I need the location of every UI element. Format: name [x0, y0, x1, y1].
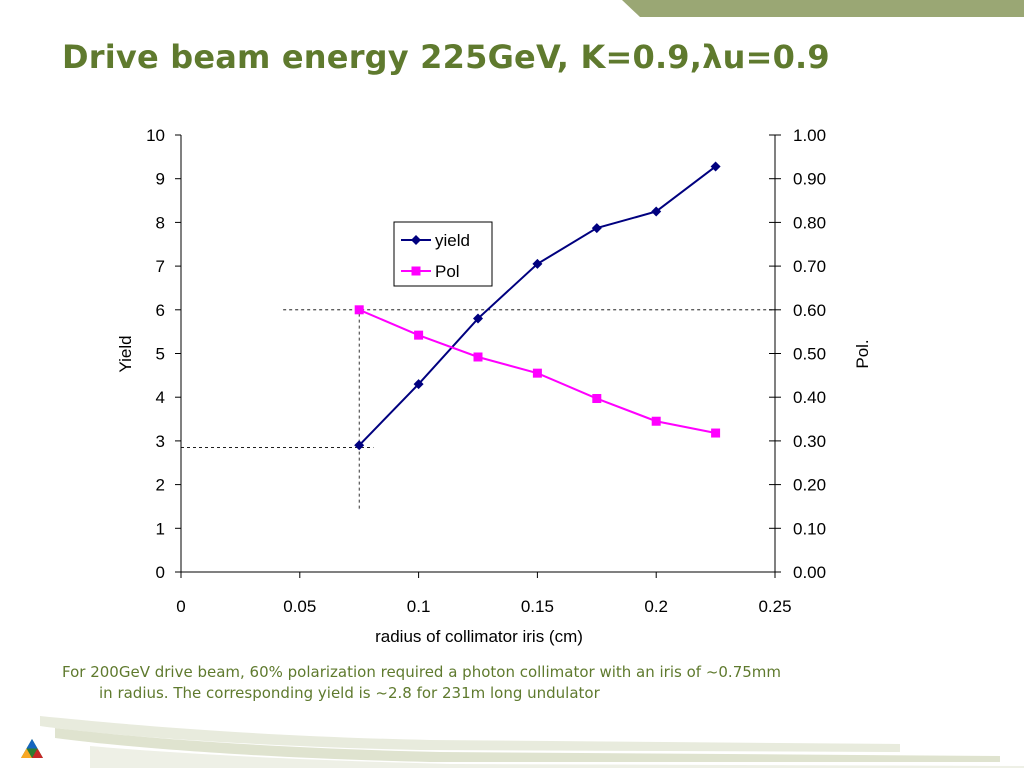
- y-axis-left: 0 1 2 3 4 5 6 7 8 9 10: [146, 126, 181, 582]
- y2-tick-label: 0.20: [793, 476, 826, 495]
- logo-icon: [21, 739, 43, 758]
- data-point-yield: [413, 379, 424, 390]
- y-tick-label: 6: [156, 301, 165, 320]
- data-point-pol: [473, 352, 483, 362]
- series-layer: [354, 161, 721, 451]
- x-tick-label: 0.25: [758, 597, 791, 616]
- y-tick-label: 0: [156, 563, 165, 582]
- data-point-pol: [414, 330, 424, 340]
- x-tick-label: 0.1: [407, 597, 431, 616]
- series-line-yield: [358, 165, 717, 446]
- legend-label: Pol: [435, 262, 460, 281]
- data-point-pol: [532, 368, 542, 378]
- y-tick-label: 3: [156, 432, 165, 451]
- x-tick-label: 0.15: [521, 597, 554, 616]
- data-point-yield: [591, 223, 602, 234]
- legend-box: [393, 221, 493, 287]
- y-tick-label: 5: [156, 345, 165, 364]
- y-tick-label: 2: [156, 476, 165, 495]
- legend-swatch-marker: [411, 266, 421, 276]
- y2-axis-label: Pol.: [853, 339, 872, 368]
- legend-swatch-marker: [411, 235, 421, 245]
- y2-tick-label: 1.00: [793, 126, 826, 145]
- data-point-pol: [592, 394, 602, 404]
- data-point-pol: [651, 416, 661, 426]
- y2-tick-label: 0.30: [793, 432, 826, 451]
- y-axis-right: 0.00 0.10 0.20 0.30 0.40 0.50 0.60 0.70 0.80 0.90…: [769, 126, 826, 582]
- x-axis: 0 0.05 0.1 0.15 0.2 0.25: [176, 572, 792, 616]
- y2-tick-label: 0.80: [793, 213, 826, 232]
- y2-tick-label: 0.50: [793, 345, 826, 364]
- top-accent-bar: [622, 0, 1024, 17]
- y2-tick-label: 0.90: [793, 170, 826, 189]
- data-point-yield: [532, 258, 543, 269]
- y2-tick-label: 0.10: [793, 519, 826, 538]
- y-tick-label: 7: [156, 257, 165, 276]
- caption-line-1: For 200GeV drive beam, 60% polarization …: [62, 663, 782, 681]
- caption: For 200GeV drive beam, 60% polarization …: [62, 662, 962, 704]
- bottom-decorative-stripes: [40, 716, 1024, 768]
- data-point-yield: [354, 440, 365, 451]
- data-point-pol: [354, 305, 364, 315]
- slide-title: Drive beam energy 225GeV, K=0.9,λu=0.9: [62, 38, 830, 76]
- x-axis-label: radius of collimator iris (cm): [375, 627, 583, 646]
- y-tick-label: 10: [146, 126, 165, 145]
- x-tick-label: 0.2: [644, 597, 668, 616]
- data-point-yield: [710, 161, 721, 172]
- legend-label: yield: [435, 231, 470, 250]
- y-tick-label: 1: [156, 519, 165, 538]
- y-tick-label: 9: [156, 170, 165, 189]
- y2-tick-label: 0.60: [793, 301, 826, 320]
- y-axis-label: Yield: [116, 335, 135, 372]
- y2-tick-label: 0.40: [793, 388, 826, 407]
- reference-lines: [181, 309, 775, 509]
- caption-line-2: in radius. The corresponding yield is ~2…: [99, 684, 600, 702]
- data-point-yield: [473, 313, 483, 324]
- y2-tick-label: 0.00: [793, 563, 826, 582]
- x-tick-label: 0.05: [283, 597, 316, 616]
- y-tick-label: 8: [156, 213, 165, 232]
- y2-tick-label: 0.70: [793, 257, 826, 276]
- x-tick-label: 0: [176, 597, 185, 616]
- data-point-yield: [651, 206, 662, 217]
- data-point-pol: [711, 428, 721, 438]
- legend: yield Pol: [393, 221, 493, 287]
- y-tick-label: 4: [156, 388, 165, 407]
